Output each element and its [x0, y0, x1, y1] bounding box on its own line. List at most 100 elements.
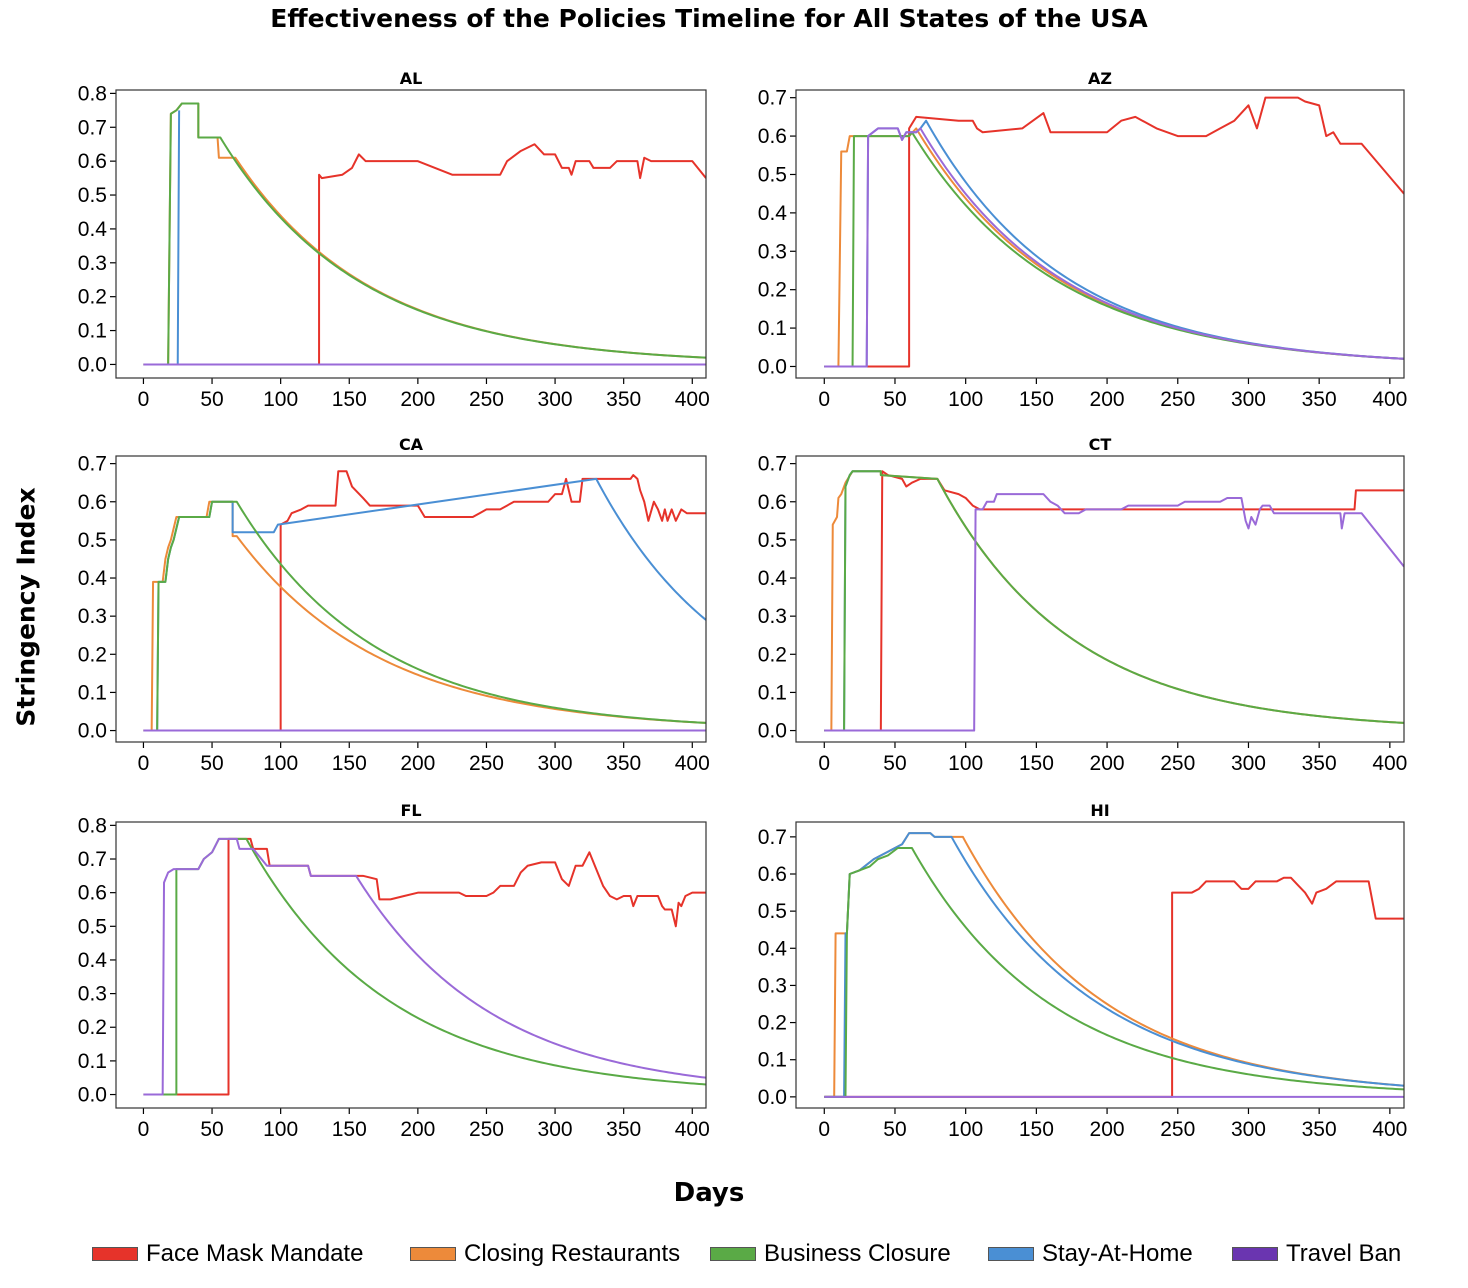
y-tick-label: 0.7	[758, 453, 787, 476]
y-tick-label: 0.6	[758, 125, 787, 148]
plot-frame	[115, 455, 707, 743]
y-tick-label: 0.5	[78, 915, 107, 938]
subplot-title: AZ	[1088, 69, 1112, 88]
y-tick-label: 0.7	[78, 453, 107, 476]
y-tick-label: 0.1	[78, 320, 107, 343]
y-tick-label: 0.0	[758, 355, 787, 378]
legend-item: Face Mask Mandate	[92, 1240, 363, 1268]
y-tick-label: 0.8	[78, 814, 107, 837]
y-tick-label: 0.5	[78, 529, 107, 552]
x-tick-label: 50	[200, 752, 223, 775]
legend-swatch	[410, 1247, 456, 1261]
subplots-canvas: AL 0.0 0.1 0.2 0.3 0.4 0.5 0.6 0.7 0.8 0 50 100 150 20…	[78, 69, 1408, 1141]
y-tick-label: 0.5	[758, 900, 787, 923]
legend-label: Business Closure	[764, 1240, 951, 1267]
legend-item: Travel Ban	[1232, 1240, 1401, 1268]
subplot-title: AL	[400, 69, 423, 88]
y-tick-label: 0.7	[78, 116, 107, 139]
y-tick-label: 0.6	[758, 863, 787, 886]
x-tick-label: 250	[1160, 752, 1195, 775]
series-line-face-mask-mandate	[824, 876, 1404, 1098]
x-tick-label: 350	[606, 388, 641, 411]
x-tick-label: 150	[1019, 388, 1054, 411]
x-tick-label: 200	[1090, 752, 1125, 775]
plot-frame	[795, 821, 1405, 1109]
y-tick-label: 0.3	[78, 252, 107, 275]
x-tick-label: 400	[1372, 1118, 1407, 1141]
y-tick-label: 0.0	[78, 1084, 107, 1107]
y-tick-label: 0.7	[758, 826, 787, 849]
y-tick-label: 0.3	[78, 605, 107, 628]
y-tick-label: 0.2	[78, 643, 107, 666]
x-tick-label: 300	[1231, 1118, 1266, 1141]
legend-swatch	[710, 1247, 756, 1261]
legend: Face Mask Mandate Closing Restaurants Busi…	[0, 1236, 1468, 1276]
series-line-closing-restaurants	[824, 832, 1404, 1098]
plot-frame	[795, 89, 1405, 379]
x-tick-label: 400	[1372, 388, 1407, 411]
x-tick-label: 100	[263, 388, 298, 411]
x-tick-label: 100	[948, 388, 983, 411]
legend-label: Face Mask Mandate	[146, 1240, 364, 1267]
y-tick-label: 0.1	[758, 1049, 787, 1072]
y-tick-label: 0.2	[758, 1012, 787, 1035]
y-tick-label: 0.4	[78, 218, 108, 241]
x-tick-label: 250	[1160, 1118, 1195, 1141]
subplot-title: CA	[399, 435, 424, 454]
subplot-title: FL	[400, 801, 421, 820]
series-line-closing-restaurants	[143, 102, 706, 366]
y-tick-label: 0.0	[78, 720, 107, 743]
y-tick-label: 0.1	[78, 1050, 107, 1073]
subplot-az: AZ 0.0 0.1 0.2 0.3 0.4 0.5 0.6 0.7 0 50 100 150 200 25…	[758, 69, 1408, 411]
x-tick-label: 150	[332, 388, 367, 411]
x-tick-label: 150	[1019, 1118, 1054, 1141]
y-tick-label: 0.0	[78, 353, 107, 376]
plot-frame	[115, 821, 707, 1109]
y-tick-label: 0.1	[758, 317, 787, 340]
y-tick-label: 0.3	[758, 974, 787, 997]
series-line-stay-at-home	[824, 832, 1404, 1098]
y-tick-label: 0.6	[758, 491, 787, 514]
y-tick-label: 0.4	[78, 567, 108, 590]
x-tick-label: 150	[332, 1118, 367, 1141]
y-tick-label: 0.4	[758, 937, 788, 960]
x-tick-label: 250	[469, 388, 504, 411]
x-tick-label: 100	[948, 1118, 983, 1141]
x-tick-label: 300	[538, 1118, 573, 1141]
x-tick-label: 300	[538, 752, 573, 775]
x-tick-label: 100	[263, 1118, 298, 1141]
plot-frame	[115, 89, 707, 379]
subplot-hi: HI 0.0 0.1 0.2 0.3 0.4 0.5 0.6 0.7 0 50 100 150 200 25…	[758, 801, 1408, 1141]
x-tick-label: 0	[138, 388, 150, 411]
x-tick-label: 300	[1231, 752, 1266, 775]
legend-swatch	[92, 1247, 138, 1261]
x-tick-label: 350	[606, 1118, 641, 1141]
series-line-closing-restaurants	[143, 500, 706, 732]
y-tick-label: 0.5	[758, 529, 787, 552]
y-tick-label: 0.7	[78, 848, 107, 871]
x-tick-label: 200	[400, 1118, 435, 1141]
x-tick-label: 50	[200, 388, 223, 411]
y-tick-label: 0.0	[758, 720, 787, 743]
legend-label: Stay-At-Home	[1042, 1240, 1193, 1267]
series-line-business-closure	[143, 102, 706, 366]
x-tick-label: 350	[1302, 1118, 1337, 1141]
x-tick-label: 50	[883, 752, 906, 775]
series-line-business-closure	[824, 131, 1404, 368]
x-tick-label: 400	[1372, 752, 1407, 775]
series-line-business-closure	[143, 500, 706, 732]
x-tick-label: 100	[263, 752, 298, 775]
legend-label: Travel Ban	[1286, 1240, 1402, 1267]
y-tick-label: 0.1	[78, 681, 107, 704]
x-tick-label: 0	[818, 1118, 830, 1141]
y-tick-label: 0.2	[758, 643, 787, 666]
legend-item: Stay-At-Home	[988, 1240, 1193, 1268]
x-tick-label: 0	[818, 388, 830, 411]
x-tick-label: 250	[469, 752, 504, 775]
x-tick-label: 150	[1019, 752, 1054, 775]
y-tick-label: 0.3	[758, 240, 787, 263]
series-line-travel-ban	[824, 493, 1404, 732]
x-tick-label: 0	[138, 752, 150, 775]
legend-swatch	[1232, 1247, 1278, 1261]
series-line-face-mask-mandate	[143, 837, 706, 1096]
